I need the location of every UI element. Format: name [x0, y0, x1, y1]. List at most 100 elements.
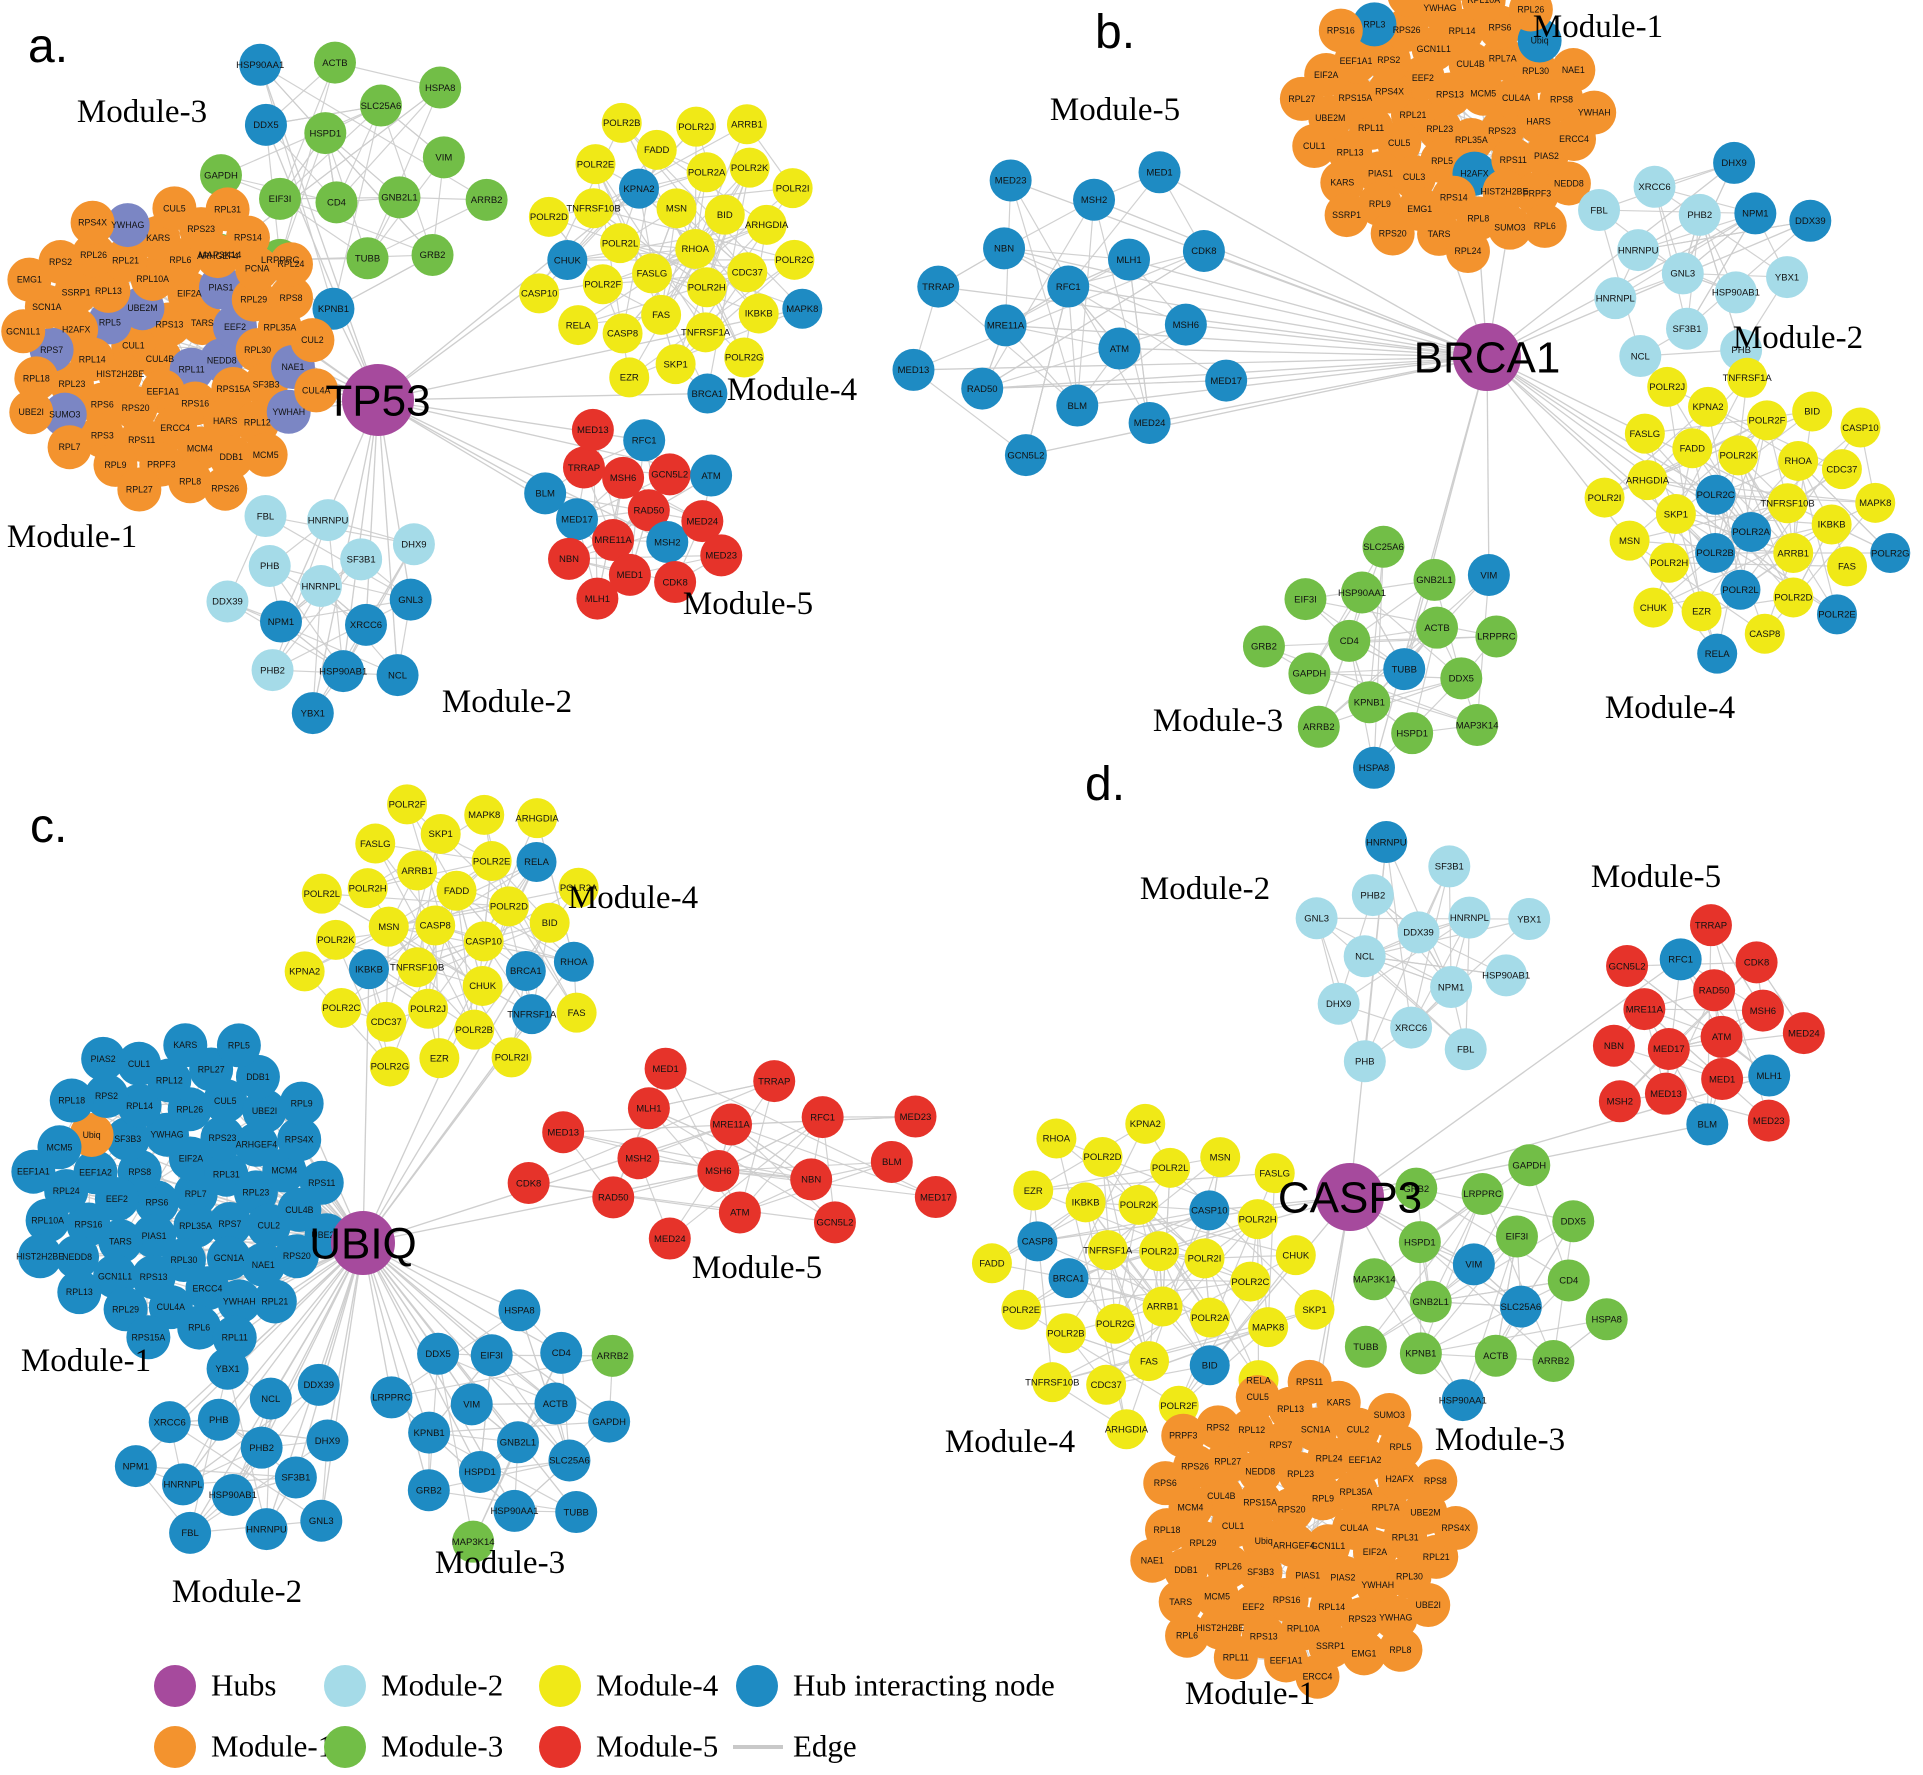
- node-EIF3I[interactable]: [1284, 578, 1327, 621]
- node-DHX9[interactable]: [1317, 982, 1360, 1025]
- node-RPS4X[interactable]: [1433, 1506, 1478, 1551]
- node-FAS[interactable]: [1827, 546, 1868, 587]
- node-CUL1[interactable]: [117, 1041, 162, 1086]
- node-FBL[interactable]: [1444, 1028, 1487, 1071]
- node-NAE1[interactable]: [1130, 1538, 1175, 1583]
- hub-node-CASP3[interactable]: [1316, 1163, 1384, 1231]
- node-ACTB[interactable]: [1474, 1334, 1517, 1377]
- node-MED13[interactable]: [571, 408, 614, 451]
- node-POLR2H[interactable]: [1237, 1199, 1278, 1240]
- node-TRRAP[interactable]: [562, 446, 605, 489]
- node-GRB2[interactable]: [411, 233, 454, 276]
- node-CDK8[interactable]: [1182, 230, 1225, 273]
- node-MSH6[interactable]: [1164, 303, 1207, 346]
- node-MSH2[interactable]: [617, 1137, 660, 1180]
- node-TNFRSF10B[interactable]: [573, 188, 614, 229]
- node-XRCC6[interactable]: [345, 603, 388, 646]
- node-BLM[interactable]: [1056, 384, 1099, 427]
- node-ACTB[interactable]: [1416, 606, 1459, 649]
- node-MRE11A[interactable]: [984, 304, 1027, 347]
- node-MED23[interactable]: [989, 159, 1032, 202]
- node-RPS6[interactable]: [1143, 1461, 1188, 1506]
- node-TUBB[interactable]: [555, 1491, 598, 1534]
- node-RHOA[interactable]: [553, 941, 594, 982]
- node-POLR2L[interactable]: [301, 873, 342, 914]
- node-ARHGEF4[interactable]: [234, 1122, 279, 1167]
- node-PHB2[interactable]: [1678, 193, 1721, 236]
- node-SF3B1[interactable]: [1666, 307, 1709, 350]
- node-ATM[interactable]: [1700, 1015, 1743, 1058]
- node-POLR2I[interactable]: [772, 168, 813, 209]
- node-POLR2J[interactable]: [408, 988, 449, 1029]
- node-IKBKB[interactable]: [1065, 1182, 1106, 1223]
- node-UBE2I[interactable]: [9, 390, 54, 435]
- node-EZR[interactable]: [1681, 591, 1722, 632]
- node-CHUK[interactable]: [547, 240, 588, 281]
- node-BRCA1[interactable]: [1048, 1258, 1089, 1299]
- node-POLR2K[interactable]: [729, 147, 770, 188]
- node-RPL21[interactable]: [252, 1279, 297, 1324]
- node-MLH1[interactable]: [627, 1087, 670, 1130]
- node-POLR2J[interactable]: [676, 106, 717, 147]
- node-HSP90AA1[interactable]: [239, 43, 282, 86]
- node-EIF3I[interactable]: [259, 177, 302, 220]
- node-ARRB1[interactable]: [1773, 533, 1814, 574]
- node-RFC1[interactable]: [801, 1096, 844, 1139]
- node-CUL1[interactable]: [1292, 124, 1337, 169]
- node-KPNB1[interactable]: [408, 1411, 451, 1454]
- node-POLR2D[interactable]: [488, 886, 529, 927]
- node-NEDD8[interactable]: [55, 1234, 100, 1279]
- node-XRCC6[interactable]: [148, 1401, 191, 1444]
- node-POLR2C[interactable]: [774, 239, 815, 280]
- node-KPNA2[interactable]: [619, 168, 660, 209]
- node-DDX5[interactable]: [1440, 657, 1483, 700]
- node-GCN1L1[interactable]: [1, 309, 46, 354]
- node-SUMO3[interactable]: [1487, 205, 1532, 250]
- node-RAD50[interactable]: [961, 367, 1004, 410]
- node-ATM[interactable]: [1098, 327, 1141, 370]
- node-SSRP1[interactable]: [1324, 193, 1369, 238]
- node-RPS4X[interactable]: [70, 200, 115, 245]
- node-RPS11[interactable]: [1287, 1359, 1332, 1404]
- node-RPL7[interactable]: [47, 425, 92, 470]
- node-SUMO3[interactable]: [1367, 1393, 1412, 1438]
- node-RPL10A[interactable]: [25, 1198, 70, 1243]
- node-RPS7[interactable]: [207, 1202, 252, 1247]
- node-MAP3K14[interactable]: [1353, 1258, 1396, 1301]
- node-POLR2G[interactable]: [369, 1046, 410, 1087]
- node-POLR2I[interactable]: [1184, 1238, 1225, 1279]
- node-GRB2[interactable]: [1242, 625, 1285, 668]
- node-CASP10[interactable]: [1840, 407, 1881, 448]
- node-RELA[interactable]: [1697, 633, 1738, 674]
- node-RPL18[interactable]: [49, 1078, 94, 1123]
- node-YWHAG[interactable]: [105, 203, 150, 248]
- node-DDX39[interactable]: [206, 580, 249, 623]
- node-YBX1[interactable]: [1508, 898, 1551, 941]
- node-POLR2K[interactable]: [1718, 435, 1759, 476]
- node-MSN[interactable]: [656, 188, 697, 229]
- node-ARHGDIA[interactable]: [1627, 460, 1668, 501]
- node-MLH1[interactable]: [576, 577, 619, 620]
- node-NEDD8[interactable]: [1546, 161, 1591, 206]
- node-POLR2I[interactable]: [491, 1037, 532, 1078]
- node-DDX5[interactable]: [1552, 1200, 1595, 1243]
- node-POLR2G[interactable]: [1870, 533, 1911, 574]
- node-KARS[interactable]: [163, 1023, 208, 1068]
- node-DDX39[interactable]: [297, 1363, 340, 1406]
- node-ARRB1[interactable]: [726, 104, 767, 145]
- node-HSP90AB1[interactable]: [1485, 954, 1528, 997]
- node-CDK8[interactable]: [507, 1162, 550, 1205]
- node-RPS11[interactable]: [299, 1160, 344, 1205]
- node-MSH2[interactable]: [646, 521, 689, 564]
- node-MSH2[interactable]: [1598, 1080, 1641, 1123]
- node-RHOA[interactable]: [1036, 1118, 1077, 1159]
- node-ARHGDIA[interactable]: [517, 798, 558, 839]
- node-GNB2L1[interactable]: [378, 176, 421, 219]
- node-MSH6[interactable]: [697, 1149, 740, 1192]
- node-TRRAP[interactable]: [1689, 904, 1732, 947]
- node-POLR2B[interactable]: [601, 102, 642, 143]
- hub-node-BRCA1[interactable]: [1453, 323, 1521, 391]
- node-RHOA[interactable]: [675, 228, 716, 269]
- node-MED1[interactable]: [1138, 151, 1181, 194]
- node-RPS23[interactable]: [200, 1116, 245, 1161]
